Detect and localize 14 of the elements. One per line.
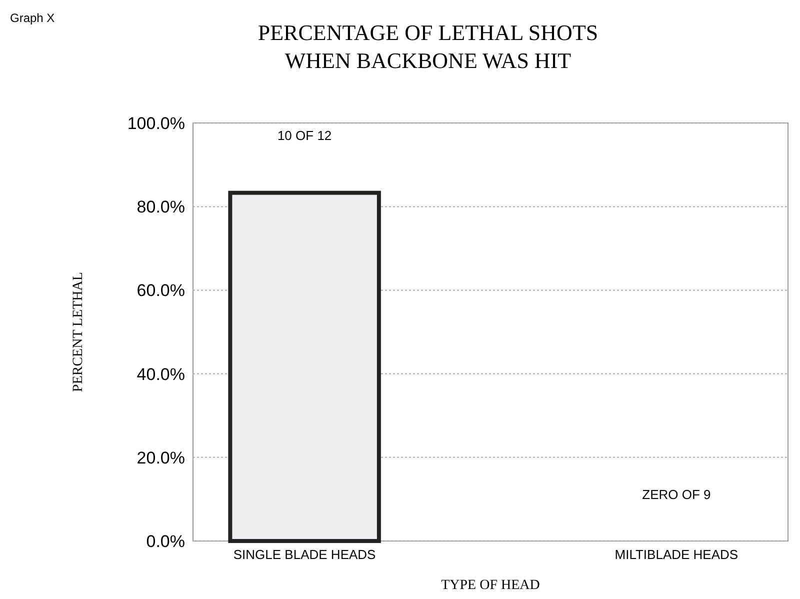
- x-tick-label: MILTIBLADE HEADS: [614, 547, 738, 562]
- chart-title: PERCENTAGE OF LETHAL SHOTS WHEN BACKBONE WAS HIT: [258, 20, 598, 73]
- y-tick-label: 20.0%: [136, 448, 185, 468]
- y-tick-label: 80.0%: [136, 198, 185, 217]
- y-axis-title: PERCENT LETHAL: [71, 272, 86, 392]
- x-axis-title: TYPE OF HEAD: [441, 578, 540, 593]
- y-tick-label: 100.0%: [127, 114, 185, 133]
- y-tick-label: 60.0%: [136, 281, 185, 300]
- text: Graph X: [10, 11, 55, 25]
- y-tick-label: 40.0%: [136, 364, 185, 384]
- x-tick-label: SINGLE BLADE HEADS: [233, 547, 376, 562]
- annotation: 10 OF 12: [277, 128, 332, 143]
- annotation: ZERO OF 9: [642, 487, 711, 502]
- y-tick-label: 0.0%: [146, 532, 185, 551]
